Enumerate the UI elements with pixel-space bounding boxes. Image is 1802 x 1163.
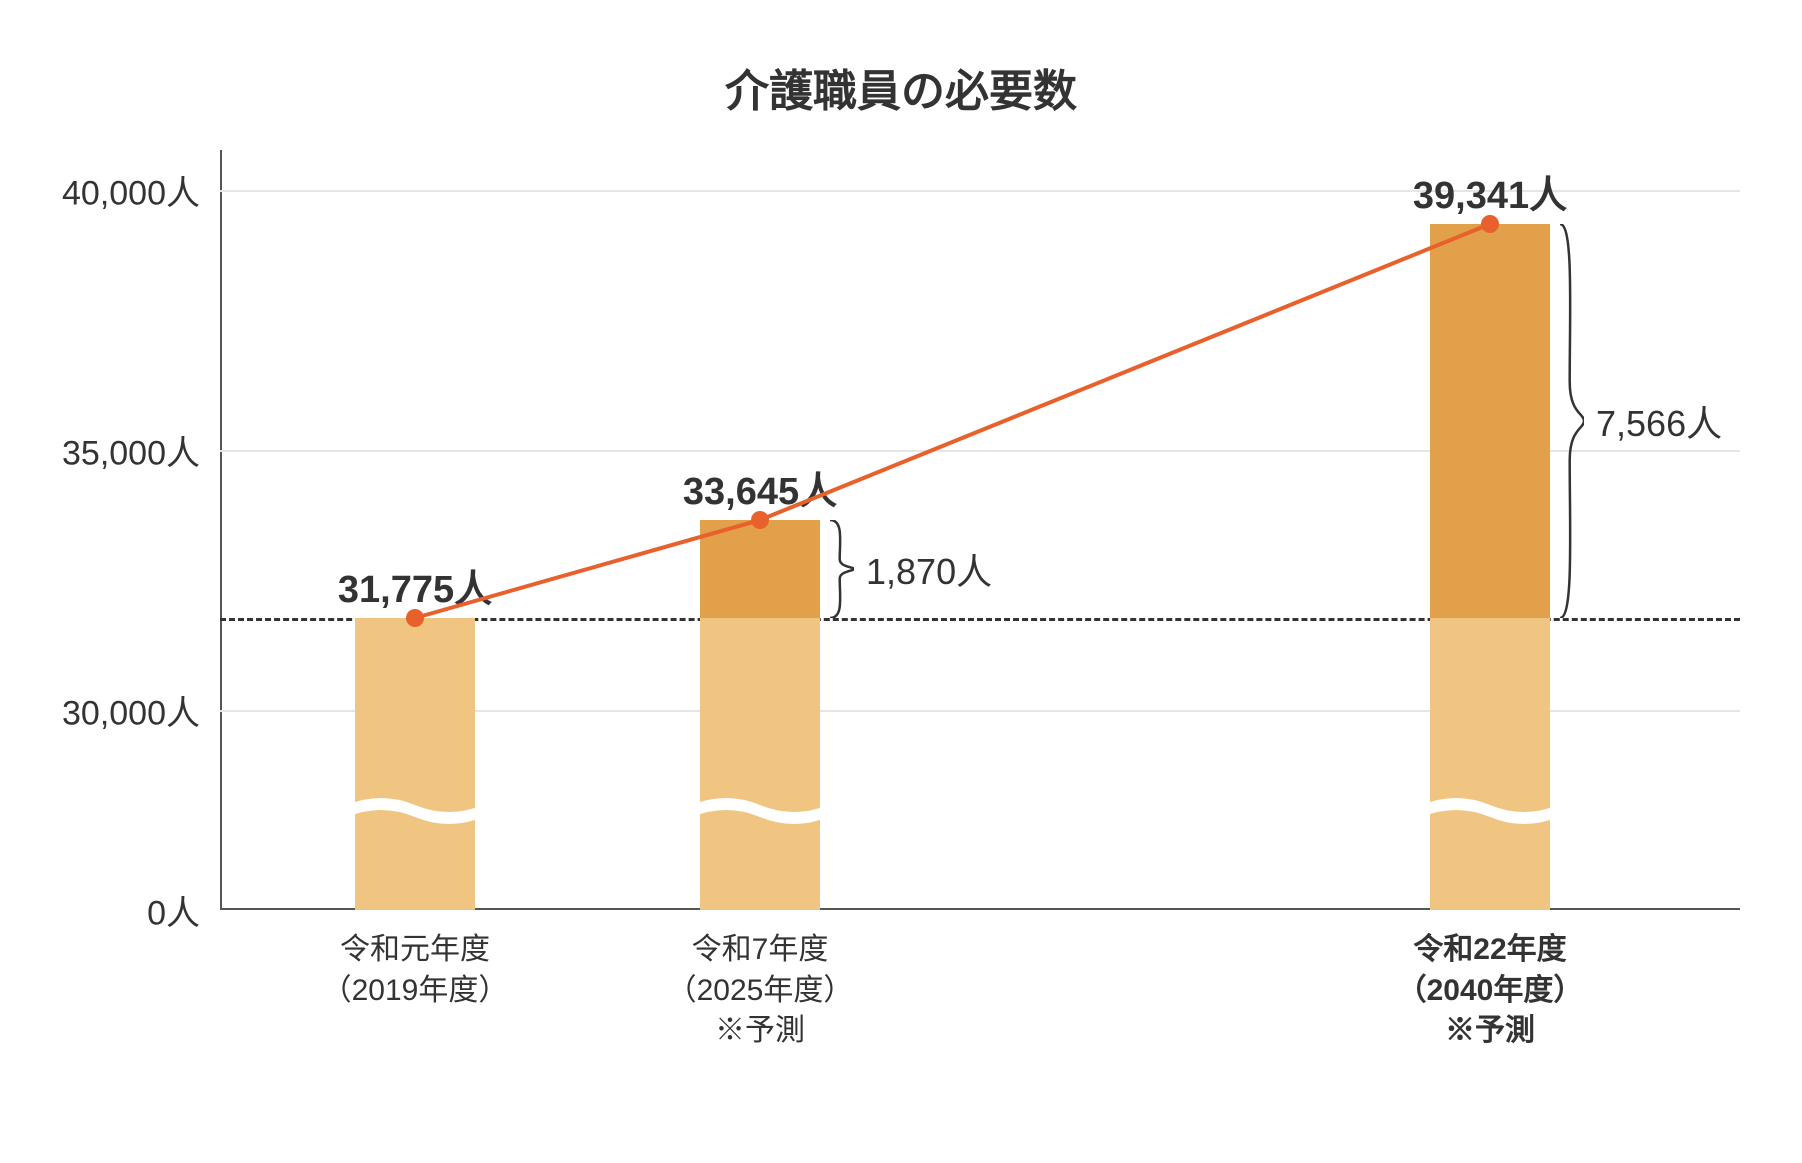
plot-area: 0人30,000人35,000人40,000人31,775人令和元年度（2019… — [220, 160, 1740, 910]
diff-label: 7,566人 — [1596, 395, 1722, 447]
connector-line — [759, 222, 1490, 522]
xtick-line1: 令和元年度 — [322, 930, 509, 971]
xtick-label: 令和7年度（2025年度）※予測 — [667, 930, 854, 1052]
bar-top — [700, 520, 820, 618]
bar-value-label: 33,645人 — [610, 460, 910, 515]
xtick-line1: 令和22年度 — [1397, 930, 1584, 971]
xtick-line2: （2019年度） — [322, 971, 509, 1012]
bar-2019 — [355, 618, 475, 910]
bar-base — [700, 618, 820, 910]
bar-2025 — [700, 520, 820, 910]
diff-label: 1,870人 — [866, 543, 992, 595]
ytick-label: 40,000人 — [62, 166, 200, 215]
xtick-line1: 令和7年度 — [667, 930, 854, 971]
data-marker — [1481, 215, 1499, 233]
chart-container: 介護職員の必要数 0人30,000人35,000人40,000人31,775人令… — [0, 0, 1802, 1163]
bar-base — [1430, 618, 1550, 910]
bar-2040 — [1430, 224, 1550, 910]
xtick-line2: （2025年度） — [667, 971, 854, 1012]
brace-icon — [828, 520, 854, 618]
brace-icon — [1558, 224, 1584, 618]
xtick-label: 令和22年度（2040年度）※予測 — [1397, 930, 1584, 1052]
chart-title: 介護職員の必要数 — [0, 55, 1802, 119]
bar-top — [1430, 224, 1550, 618]
xtick-line2: （2040年度） — [1397, 971, 1584, 1012]
xtick-line3: ※予測 — [667, 1011, 854, 1052]
xtick-label: 令和元年度（2019年度） — [322, 930, 509, 1011]
bar-value-label: 39,341人 — [1340, 164, 1640, 219]
data-marker — [751, 511, 769, 529]
ytick-label: 35,000人 — [62, 426, 200, 475]
ytick-label: 0人 — [147, 886, 200, 935]
xtick-line3: ※予測 — [1397, 1011, 1584, 1052]
y-axis — [220, 150, 222, 910]
data-marker — [406, 609, 424, 627]
ytick-label: 30,000人 — [62, 686, 200, 735]
bar-base — [355, 618, 475, 910]
